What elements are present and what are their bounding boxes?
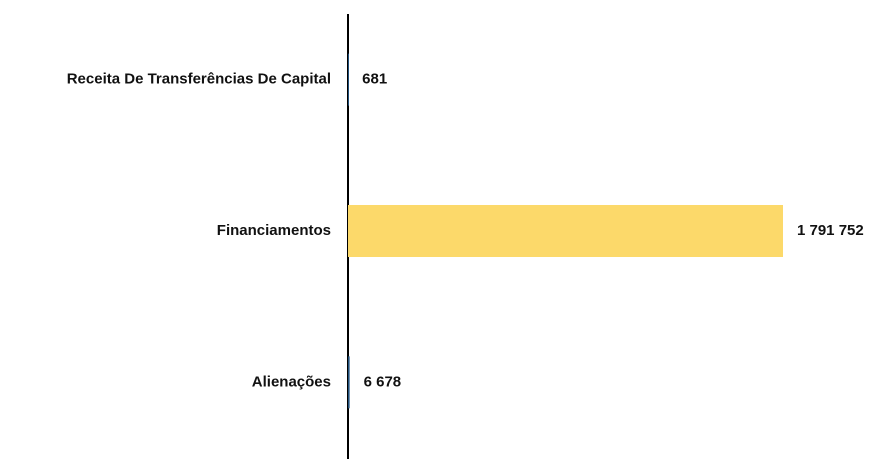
bar [348,53,349,106]
value-label: 1 791 752 [797,222,864,239]
value-label: 681 [362,71,387,88]
value-label: 6 678 [364,373,402,390]
bar [348,205,783,257]
y-tick-label: Financiamentos [217,222,331,239]
y-tick-label: Receita De Transferências De Capital [67,71,331,88]
bar [348,356,350,409]
y-tick-label: Alienações [252,373,331,390]
